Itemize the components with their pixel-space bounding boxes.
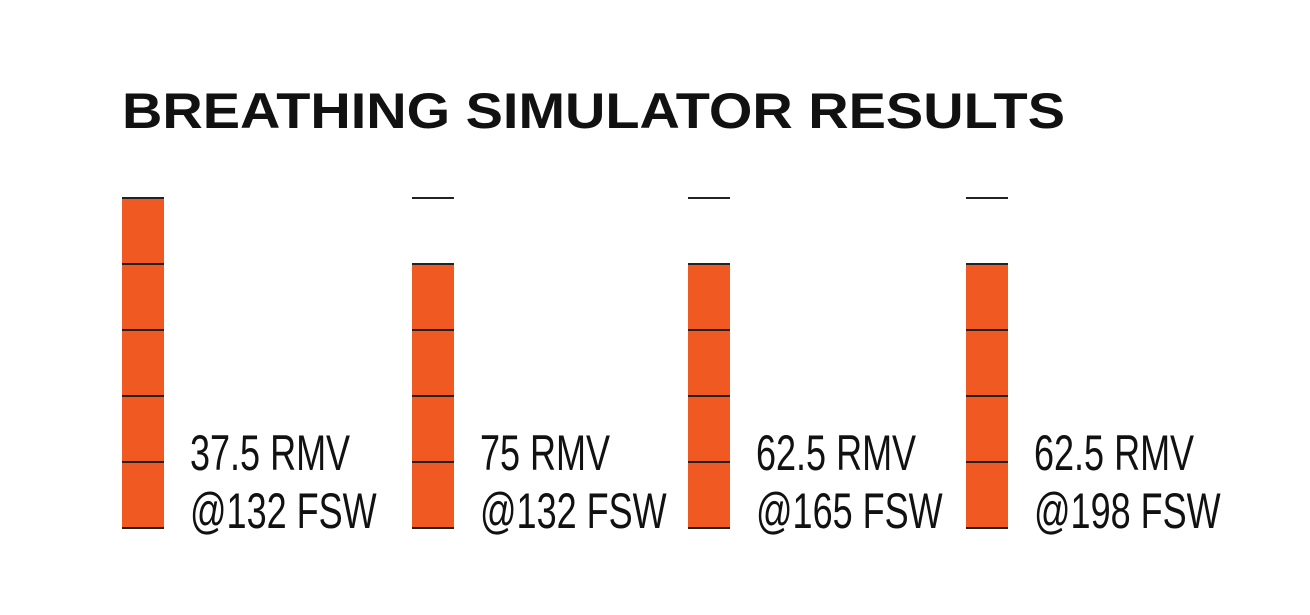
bar-label: 37.5 RMV bbox=[190, 425, 351, 481]
chart-title: BREATHING SIMULATOR RESULTS bbox=[122, 83, 1065, 139]
bar-label: @132 FSW bbox=[480, 483, 667, 539]
bar-label: @132 FSW bbox=[190, 483, 377, 539]
bar-label: 62.5 RMV bbox=[1034, 425, 1195, 481]
bar-label: 75 RMV bbox=[480, 425, 611, 481]
bar-label: @198 FSW bbox=[1034, 483, 1221, 539]
bar-label: @165 FSW bbox=[756, 483, 943, 539]
bar bbox=[122, 198, 164, 528]
bar-label: 62.5 RMV bbox=[756, 425, 917, 481]
